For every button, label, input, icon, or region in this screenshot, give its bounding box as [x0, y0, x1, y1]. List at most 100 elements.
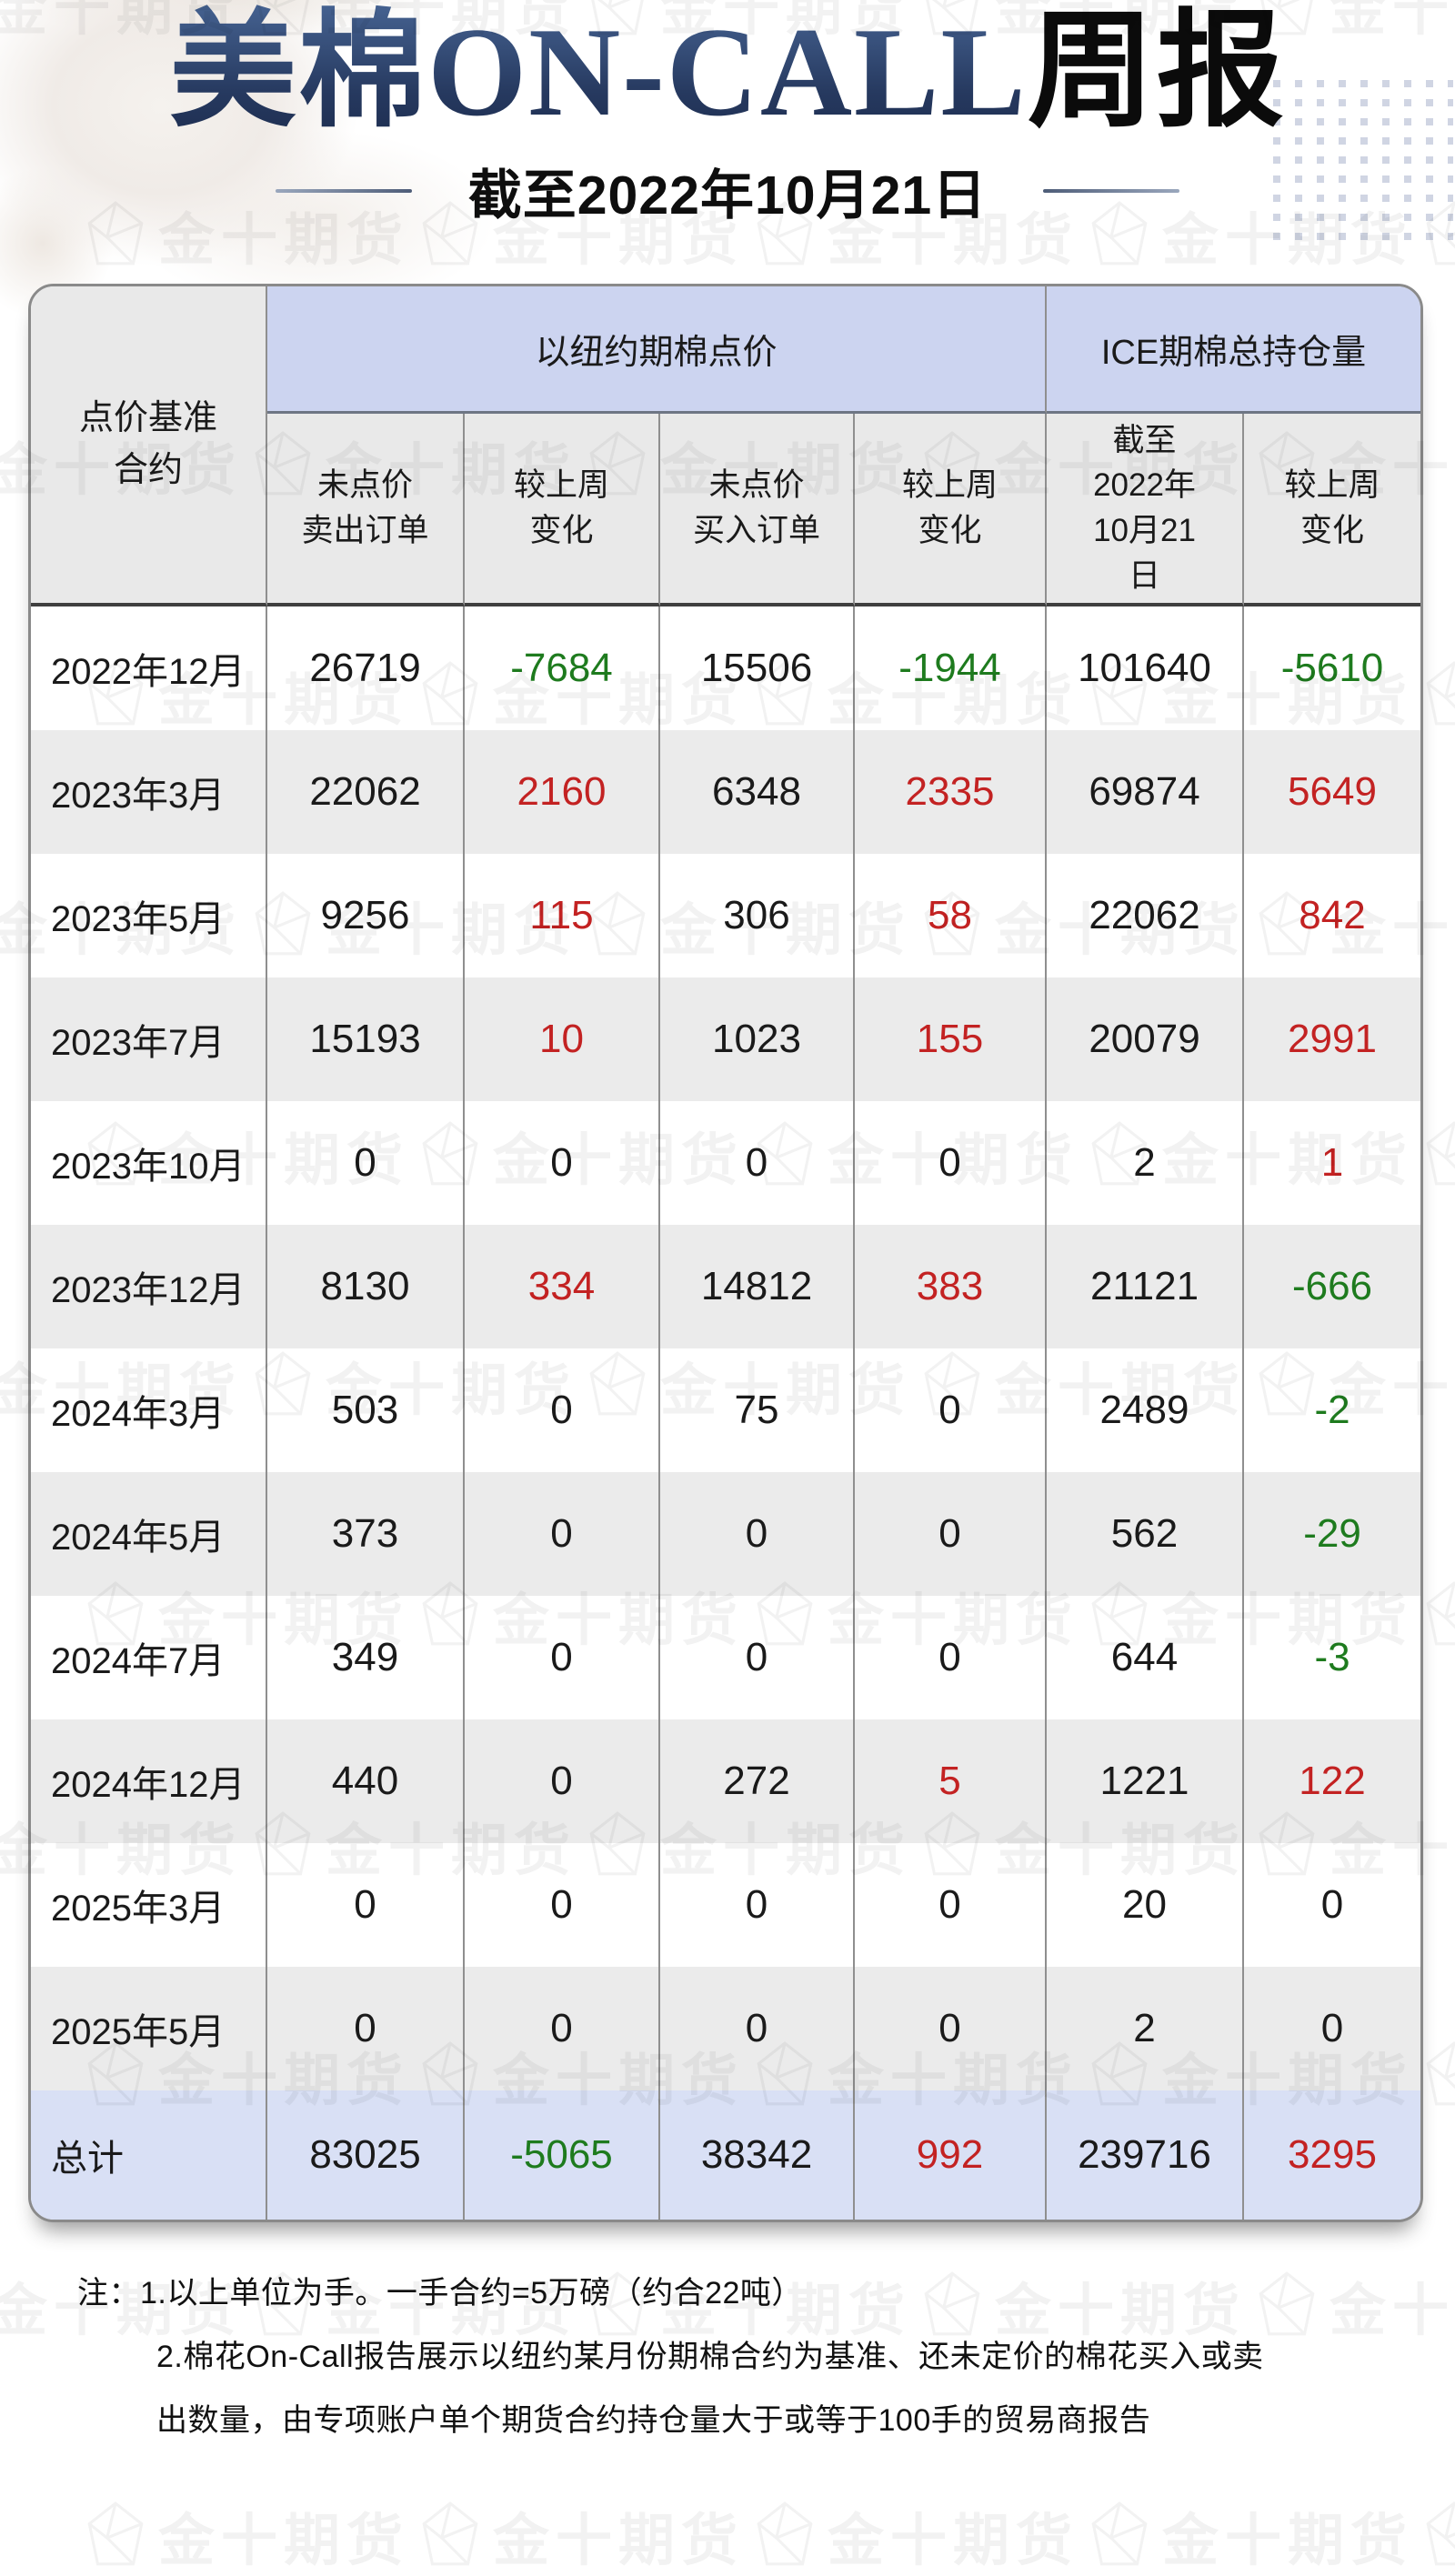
- row-value: 2: [1047, 1967, 1244, 2090]
- row-value: 0: [660, 1101, 855, 1225]
- brand-gem-icon: [1426, 2501, 1455, 2566]
- column-header: 未点价 买入订单: [660, 414, 855, 606]
- total-value: 38342: [660, 2090, 855, 2220]
- watermark-tile: 金十期货: [1089, 2494, 1413, 2576]
- row-value: 8130: [267, 1225, 465, 1348]
- row-value: 0: [660, 1843, 855, 1967]
- watermark-brand-text: 金十期货: [1330, 2280, 1455, 2342]
- row-value: 22062: [267, 730, 465, 854]
- column-header: 较上周 变化: [465, 414, 660, 606]
- subtitle-row: 截至2022年10月21日: [0, 152, 1455, 229]
- subtitle-line-left-icon: [275, 188, 412, 193]
- watermark-tile: 金十期货: [1257, 2264, 1455, 2346]
- row-value: 0: [855, 1101, 1047, 1225]
- row-value: 0: [1244, 1967, 1420, 2090]
- group-header-ice-open-interest: ICE期棉总持仓量: [1047, 286, 1420, 414]
- row-value: 1: [1244, 1101, 1420, 1225]
- row-value: 21121: [1047, 1225, 1244, 1348]
- row-contract: 2023年7月: [31, 977, 267, 1101]
- corner-header: 点价基准 合约: [31, 286, 267, 606]
- total-value: 992: [855, 2090, 1047, 2220]
- row-contract: 2025年5月: [31, 1967, 267, 2090]
- row-value: 0: [660, 1472, 855, 1596]
- row-value: 0: [855, 1348, 1047, 1472]
- row-contract: 2023年5月: [31, 854, 267, 977]
- row-value: -29: [1244, 1472, 1420, 1596]
- watermark-brand-text: 金十期货: [493, 2510, 745, 2572]
- row-value: -2: [1244, 1348, 1420, 1472]
- group-header-ny-pricing: 以纽约期棉点价: [267, 286, 1047, 414]
- brand-gem-icon: [1259, 2271, 1315, 2336]
- row-value: 373: [267, 1472, 465, 1596]
- watermark-tile: 金十期货: [1424, 2034, 1455, 2116]
- watermark-brand-text: 金十期货: [1162, 2510, 1414, 2572]
- watermark-tile: 金十期货: [1424, 1114, 1455, 1196]
- watermark-tile: 金十期货: [755, 2494, 1079, 2576]
- watermark-tile: 金十期货: [1424, 2494, 1455, 2576]
- row-value: 26719: [267, 606, 465, 730]
- row-value: 0: [465, 1348, 660, 1472]
- row-contract: 2024年7月: [31, 1596, 267, 1719]
- row-value: 0: [465, 1719, 660, 1843]
- total-value: 3295: [1244, 2090, 1420, 2220]
- row-value: 0: [660, 1596, 855, 1719]
- row-value: 122: [1244, 1719, 1420, 1843]
- row-value: 272: [660, 1719, 855, 1843]
- row-contract: 2024年12月: [31, 1719, 267, 1843]
- row-value: 0: [267, 1843, 465, 1967]
- page-title: 美棉ON-CALL周报: [0, 4, 1455, 141]
- row-value: 562: [1047, 1472, 1244, 1596]
- row-value: 0: [267, 1967, 465, 2090]
- row-value: 6348: [660, 730, 855, 854]
- row-value: 0: [465, 1967, 660, 2090]
- row-value: 2335: [855, 730, 1047, 854]
- column-header: 截至 2022年 10月21 日: [1047, 414, 1244, 606]
- row-value: 0: [855, 1472, 1047, 1596]
- row-value: 69874: [1047, 730, 1244, 854]
- row-value: 383: [855, 1225, 1047, 1348]
- row-value: 2160: [465, 730, 660, 854]
- row-value: 0: [465, 1843, 660, 1967]
- title-suffix: 周报: [1027, 2, 1286, 143]
- row-value: 75: [660, 1348, 855, 1472]
- row-value: 15193: [267, 977, 465, 1101]
- row-value: 5649: [1244, 730, 1420, 854]
- report-date: 截至2022年10月21日: [467, 165, 988, 226]
- row-value: 0: [660, 1967, 855, 2090]
- row-value: 115: [465, 854, 660, 977]
- row-value: -3: [1244, 1596, 1420, 1719]
- watermark-tile: 金十期货: [1424, 1574, 1455, 1656]
- row-value: 0: [465, 1472, 660, 1596]
- title-accent: 美棉ON-CALL: [169, 2, 1028, 143]
- row-value: 0: [465, 1596, 660, 1719]
- total-label: 总计: [31, 2090, 267, 2220]
- watermark-tile: 金十期货: [420, 2494, 744, 2576]
- footnote-line-3: 出数量，由专项账户单个期货合约持仓量大于或等于100手的贸易商报告: [156, 2403, 1151, 2438]
- column-header: 较上周 变化: [1244, 414, 1420, 606]
- row-contract: 2023年3月: [31, 730, 267, 854]
- footnote-line-2: 2.棉花On-Call报告展示以纽约某月份期棉合约为基准、还未定价的棉花买入或卖: [156, 2340, 1264, 2374]
- cotton-photo: [0, 0, 527, 327]
- row-value: 20079: [1047, 977, 1244, 1101]
- watermark-tile: 金十期货: [85, 2494, 409, 2576]
- brand-gem-icon: [87, 2501, 144, 2566]
- brand-gem-icon: [1426, 661, 1455, 726]
- row-value: 334: [465, 1225, 660, 1348]
- row-value: 2991: [1244, 977, 1420, 1101]
- row-value: 349: [267, 1596, 465, 1719]
- watermark-brand-text: 金十期货: [158, 2510, 410, 2572]
- brand-gem-icon: [1426, 1121, 1455, 1186]
- row-contract: 2023年10月: [31, 1101, 267, 1225]
- title-block: 美棉ON-CALL周报 截至2022年10月21日: [0, 4, 1455, 229]
- row-value: 503: [267, 1348, 465, 1472]
- row-value: 2: [1047, 1101, 1244, 1225]
- row-value: 5: [855, 1719, 1047, 1843]
- footnote-line-1: 注：1.以上单位为手。一手合约=5万磅（约合22吨）: [77, 2276, 803, 2310]
- row-contract: 2024年3月: [31, 1348, 267, 1472]
- row-value: 9256: [267, 854, 465, 977]
- row-value: -1944: [855, 606, 1047, 730]
- brand-gem-icon: [757, 2501, 813, 2566]
- row-value: 0: [855, 1843, 1047, 1967]
- row-value: -5610: [1244, 606, 1420, 730]
